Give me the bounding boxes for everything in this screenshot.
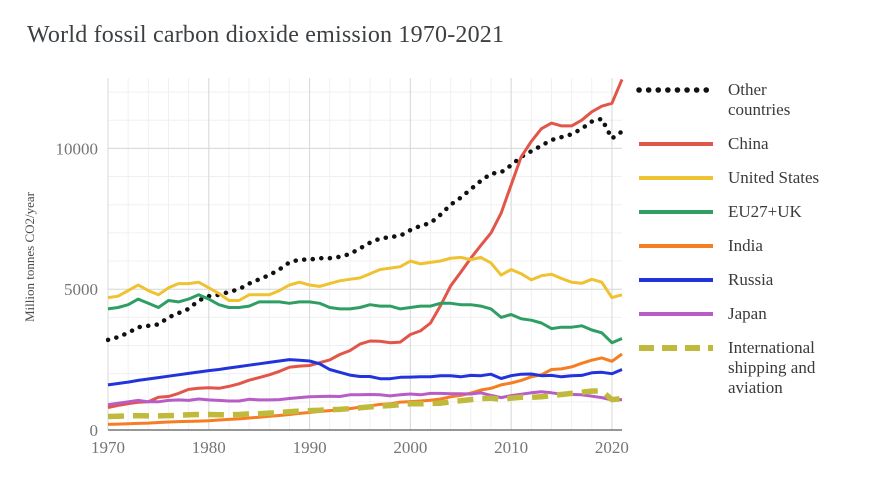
- y-tick-label: 0: [90, 421, 99, 440]
- x-tick-label: 2000: [393, 438, 427, 457]
- legend-item-russia: Russia: [636, 270, 888, 290]
- legend-item-japan: Japan: [636, 304, 888, 324]
- y-tick-label: 5000: [64, 280, 98, 299]
- legend-label: India: [728, 236, 763, 255]
- legend-line-sample-international-shipping-and-aviation: [639, 345, 713, 351]
- legend-line-sample-other-countries: [636, 87, 716, 93]
- legend-label: China: [728, 134, 769, 153]
- x-tick-label: 2010: [494, 438, 528, 457]
- legend-line-sample-united-states: [639, 176, 713, 180]
- legend-line-sample-eu27-uk: [639, 210, 713, 214]
- x-tick-label: 1980: [192, 438, 226, 457]
- legend-label: Other countries: [728, 80, 791, 119]
- legend-label: International shipping and aviation: [728, 338, 816, 397]
- legend-item-china: China: [636, 134, 888, 154]
- legend-item-united-states: United States: [636, 168, 888, 188]
- legend-label: United States: [728, 168, 820, 187]
- legend-line-sample-china: [639, 142, 713, 146]
- series-line-international-shipping-and-aviation: [107, 388, 623, 420]
- series-line-russia: [107, 358, 623, 387]
- legend-item-other-countries: Other countries: [636, 80, 888, 120]
- legend-label: Japan: [728, 304, 767, 323]
- legend-label: Russia: [728, 270, 774, 289]
- legend-item-eu27-uk: EU27+UK: [636, 202, 888, 222]
- legend-label: EU27+UK: [728, 202, 802, 221]
- x-tick-label: 1970: [91, 438, 125, 457]
- series-line-japan: [107, 390, 623, 407]
- x-tick-label: 1990: [293, 438, 327, 457]
- y-tick-label: 10000: [56, 139, 99, 158]
- series-line-china: [107, 78, 624, 409]
- series-line-united-states: [107, 255, 623, 302]
- legend-line-sample-india: [639, 244, 713, 248]
- chart-title: World fossil carbon dioxide emission 197…: [27, 22, 505, 48]
- legend-line-sample-japan: [639, 312, 713, 316]
- series-line-eu27-uk: [107, 293, 623, 345]
- legend-item-india: India: [636, 236, 888, 256]
- x-tick-label: 2020: [595, 438, 629, 457]
- legend-line-sample-russia: [639, 278, 713, 282]
- legend: Other countries China United States EU27+UK…: [636, 80, 888, 398]
- series-line-other-countries: [106, 116, 624, 343]
- legend-item-international-shipping-and-aviation: International shipping and aviation: [636, 338, 888, 398]
